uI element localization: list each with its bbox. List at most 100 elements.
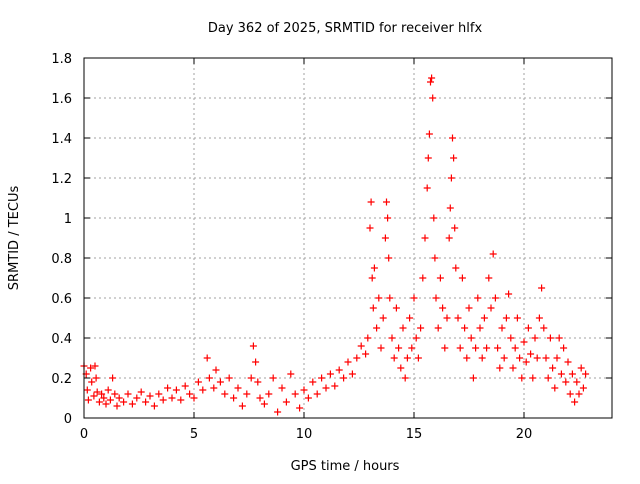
data-point: [91, 362, 99, 370]
data-point: [234, 384, 242, 392]
data-point: [90, 392, 98, 400]
data-point: [368, 274, 376, 282]
data-point: [553, 354, 561, 362]
data-point: [445, 234, 453, 242]
data-point: [500, 354, 508, 362]
data-point: [410, 294, 418, 302]
data-point: [357, 342, 365, 350]
data-point: [128, 400, 136, 408]
data-point: [225, 374, 233, 382]
data-point: [474, 294, 482, 302]
data-point: [249, 342, 257, 350]
data-point: [494, 344, 502, 352]
data-point: [467, 334, 475, 342]
data-point: [120, 398, 128, 406]
data-point: [177, 396, 185, 404]
data-point: [544, 374, 552, 382]
data-point: [375, 294, 383, 302]
data-point: [159, 396, 167, 404]
data-point: [516, 354, 524, 362]
data-point: [417, 324, 425, 332]
y-tick-label: 1.6: [51, 92, 72, 107]
data-point: [461, 324, 469, 332]
data-point: [447, 174, 455, 182]
data-point: [269, 374, 277, 382]
data-point: [142, 398, 150, 406]
data-point: [571, 398, 579, 406]
data-point: [392, 304, 400, 312]
data-point: [434, 324, 442, 332]
data-point: [278, 384, 286, 392]
data-point: [533, 354, 541, 362]
data-point: [348, 370, 356, 378]
x-tick-label: 10: [296, 427, 313, 442]
data-point: [522, 358, 530, 366]
data-point: [370, 264, 378, 272]
ticks-layer: 0 5 10 15 20 0 0.2 0.4 0.6 0.8 1 1.2 1.4 1.6 1.8: [51, 52, 612, 442]
data-point: [150, 402, 158, 410]
data-point: [256, 394, 264, 402]
data-point: [304, 394, 312, 402]
y-axis-label: SRMTID / TECUs: [7, 186, 22, 291]
data-point: [164, 384, 172, 392]
data-point: [109, 374, 117, 382]
data-point: [582, 370, 590, 378]
data-point: [172, 386, 180, 394]
data-point: [560, 344, 568, 352]
data-point: [113, 402, 121, 410]
data-point: [254, 378, 262, 386]
data-point: [542, 354, 550, 362]
data-point: [326, 370, 334, 378]
data-point: [498, 324, 506, 332]
x-tick-label: 15: [406, 427, 423, 442]
data-point: [100, 394, 108, 402]
data-point: [401, 374, 409, 382]
data-point: [383, 198, 390, 206]
data-point: [379, 314, 387, 322]
data-point: [551, 384, 559, 392]
data-point: [287, 370, 295, 378]
data-point: [478, 354, 486, 362]
data-point: [427, 78, 434, 86]
data-point: [384, 214, 392, 222]
data-point: [566, 390, 574, 398]
data-point: [575, 390, 583, 398]
data-point: [353, 354, 361, 362]
data-point: [243, 390, 251, 398]
data-point: [309, 378, 317, 386]
data-point: [562, 378, 570, 386]
data-point: [313, 390, 321, 398]
data-point: [93, 388, 101, 396]
data-point: [203, 354, 211, 362]
y-tick-label: 0: [64, 412, 72, 427]
data-point: [425, 130, 433, 138]
data-point: [557, 370, 565, 378]
data-point: [186, 390, 194, 398]
data-point: [133, 394, 141, 402]
data-point: [487, 304, 495, 312]
data-point: [476, 324, 484, 332]
data-point: [397, 364, 405, 372]
data-point: [331, 382, 339, 390]
data-point: [98, 390, 106, 398]
data-point: [84, 396, 92, 404]
data-point: [322, 384, 330, 392]
data-point: [390, 354, 398, 362]
data-point: [364, 334, 372, 342]
data-point: [366, 224, 374, 232]
data-point: [300, 386, 308, 394]
data-point: [199, 386, 207, 394]
data-point: [430, 214, 438, 222]
data-point: [449, 134, 456, 142]
data-point: [115, 394, 123, 402]
chart-title: Day 362 of 2025, SRMTID for receiver hlf…: [208, 21, 483, 36]
data-point: [102, 400, 110, 408]
data-point: [362, 350, 370, 358]
data-point: [452, 264, 460, 272]
data-point: [505, 290, 513, 298]
data-point: [502, 314, 510, 322]
data-point: [443, 314, 451, 322]
data-point: [230, 394, 238, 402]
data-point: [386, 294, 394, 302]
